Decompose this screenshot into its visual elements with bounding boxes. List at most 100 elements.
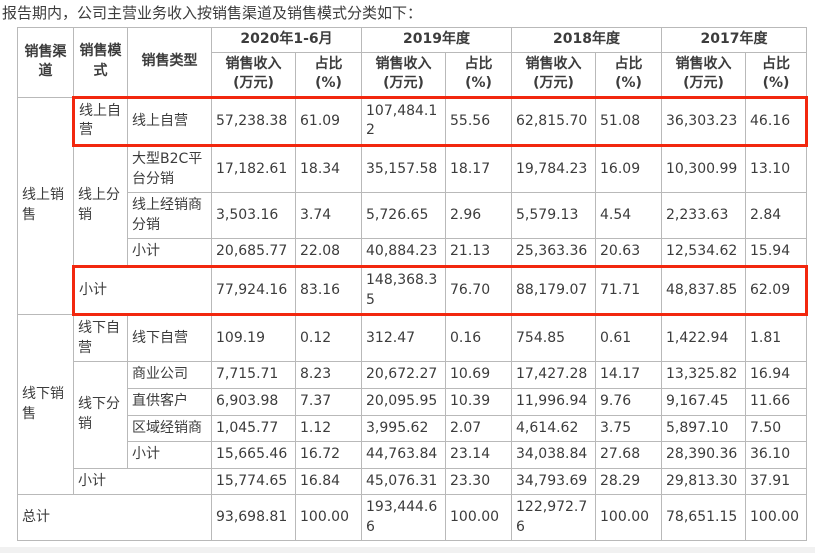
revenue-2020: 20,685.77 <box>211 238 296 267</box>
ratio-2020: 8.23 <box>294 361 363 389</box>
ratio-2017: 1.81 <box>745 314 808 363</box>
revenue-2018: 4,614.62 <box>511 414 597 443</box>
revenue-2018: 5,579.13 <box>511 192 597 240</box>
revenue-2018: 34,793.69 <box>511 467 597 496</box>
ratio-unit: (%) <box>762 75 790 92</box>
revenue-unit: (万元) <box>683 75 724 92</box>
revenue-2019: 44,763.84 <box>361 441 447 469</box>
revenue-unit: (万元) <box>383 75 424 92</box>
revenue-2020: 6,903.98 <box>211 387 296 416</box>
revenue-2019: 3,995.62 <box>361 414 447 443</box>
ratio-2017: 16.94 <box>745 361 808 389</box>
header-row-periods: 销售渠道 销售模式 销售类型 2020年1-6月 2019年度 2018年度 2… <box>17 27 808 98</box>
subtotal-cell: 小计 <box>72 264 212 317</box>
mode-cell: 线上自营 <box>72 95 128 147</box>
revenue-2020: 17,182.61 <box>211 144 296 194</box>
ratio-2018: 9.76 <box>595 387 663 416</box>
ratio-2018: 51.08 <box>595 95 663 147</box>
row-offline-self-operated: 线下销售 线下自营 线下自营 109.19 0.12 312.47 0.16 7… <box>17 314 808 496</box>
row-online-dealer-distribution: 线上经销商分销 3,503.16 3.74 5,726.65 2.96 5,57… <box>18 192 808 240</box>
revenue-label: 销售收入 <box>675 55 732 72</box>
header-ratio-2019: 占比 (%) <box>445 51 513 98</box>
ratio-2017: 37.91 <box>745 467 808 496</box>
type-cell: 商业公司 <box>127 361 212 389</box>
ratio-2019: 100.00 <box>445 494 513 542</box>
ratio-unit: (%) <box>615 75 642 92</box>
header-row-measures: 销售收入 (万元) 占比 (%) 销售收入 (万元) 占比 (%) 销售收入 (万元) 占… <box>18 51 808 98</box>
revenue-2020: 3,503.16 <box>211 192 296 240</box>
total-cell: 总计 <box>17 494 212 542</box>
mode-cell: 线下自营 <box>73 314 128 363</box>
revenue-2019: 20,095.95 <box>361 387 447 416</box>
page-bottom-edge <box>0 547 815 553</box>
ratio-2019: 2.96 <box>445 192 513 240</box>
header-period-2017: 2017年度 <box>661 27 808 53</box>
revenue-2020: 93,698.81 <box>211 494 296 542</box>
revenue-2017: 9,167.45 <box>661 387 747 416</box>
revenue-2017: 78,651.15 <box>661 494 747 542</box>
ratio-2020: 61.09 <box>294 95 363 147</box>
revenue-2017: 36,303.23 <box>661 95 747 147</box>
header-revenue-2017: 销售收入 (万元) <box>661 51 747 98</box>
revenue-2017: 29,813.30 <box>661 467 747 496</box>
ratio-2017: 62.09 <box>745 264 809 317</box>
ratio-2020: 22.08 <box>294 238 363 267</box>
revenue-2017: 48,837.85 <box>661 264 747 317</box>
ratio-2018: 16.09 <box>595 144 663 194</box>
ratio-2017: 100.00 <box>745 494 808 542</box>
revenue-2019: 5,726.65 <box>361 192 447 240</box>
ratio-2020: 3.74 <box>294 192 363 240</box>
row-offline-subtotal: 小计 15,774.65 16.84 45,076.31 23.30 34,79… <box>18 467 808 496</box>
revenue-2019: 20,672.27 <box>361 361 447 389</box>
ratio-2018: 3.75 <box>595 414 663 443</box>
ratio-2020: 18.34 <box>294 144 363 194</box>
row-online-distribution-subtotal: 小计 20,685.77 22.08 40,884.23 21.13 25,36… <box>18 238 808 267</box>
row-direct-supply-customers: 直供客户 6,903.98 7.37 20,095.95 10.39 11,99… <box>18 387 808 416</box>
revenue-2018: 88,179.07 <box>511 264 597 317</box>
revenue-2017: 5,897.10 <box>661 414 747 443</box>
revenue-2017: 12,534.62 <box>661 238 747 267</box>
revenue-2019: 40,884.23 <box>361 238 447 267</box>
revenue-by-channel-table: 销售渠道 销售模式 销售类型 2020年1-6月 2019年度 2018年度 2… <box>17 27 809 542</box>
header-period-2020: 2020年1-6月 <box>210 27 363 53</box>
mode-cell: 线下分销 <box>73 361 128 469</box>
ratio-2017: 13.10 <box>745 144 808 194</box>
revenue-2020: 15,665.46 <box>211 441 296 469</box>
ratio-unit: (%) <box>315 75 342 92</box>
revenue-2020: 77,924.16 <box>211 264 296 317</box>
ratio-2018: 100.00 <box>595 494 663 542</box>
revenue-unit: (万元) <box>233 75 274 92</box>
ratio-unit: (%) <box>465 75 492 92</box>
ratio-2019: 23.30 <box>445 467 513 496</box>
revenue-2020: 7,715.71 <box>211 361 296 389</box>
ratio-2020: 16.72 <box>294 441 363 469</box>
ratio-2020: 16.84 <box>294 467 363 496</box>
revenue-2017: 28,390.36 <box>661 441 747 469</box>
revenue-2019: 193,444.66 <box>361 494 447 542</box>
mode-cell: 线上分销 <box>73 144 128 267</box>
revenue-label: 销售收入 <box>375 55 432 72</box>
header-ratio-2017: 占比 (%) <box>745 51 808 98</box>
revenue-2018: 62,815.70 <box>511 95 597 147</box>
revenue-2017: 13,325.82 <box>661 361 747 389</box>
header-channel: 销售渠道 <box>17 27 74 98</box>
revenue-2019: 45,076.31 <box>361 467 447 496</box>
revenue-2018: 17,427.28 <box>511 361 597 389</box>
header-period-2018: 2018年度 <box>511 27 663 53</box>
revenue-2020: 57,238.38 <box>211 95 296 147</box>
type-cell: 小计 <box>127 238 212 267</box>
revenue-2018: 25,363.36 <box>511 238 597 267</box>
type-cell: 线下自营 <box>127 314 212 363</box>
ratio-2018: 71.71 <box>595 264 663 317</box>
type-cell: 线上经销商分销 <box>127 192 212 240</box>
ratio-2018: 20.63 <box>595 238 663 267</box>
type-cell: 大型B2C平台分销 <box>127 144 212 194</box>
ratio-label: 占比 <box>614 55 643 72</box>
revenue-2017: 1,422.94 <box>661 314 747 363</box>
ratio-2019: 55.56 <box>445 95 513 147</box>
row-online-self-operated: 线上销售 线上自营 线上自营 57,238.38 61.09 107,484.1… <box>17 95 809 316</box>
ratio-2017: 11.66 <box>745 387 808 416</box>
revenue-2018: 34,038.84 <box>511 441 597 469</box>
ratio-2019: 18.17 <box>445 144 513 194</box>
